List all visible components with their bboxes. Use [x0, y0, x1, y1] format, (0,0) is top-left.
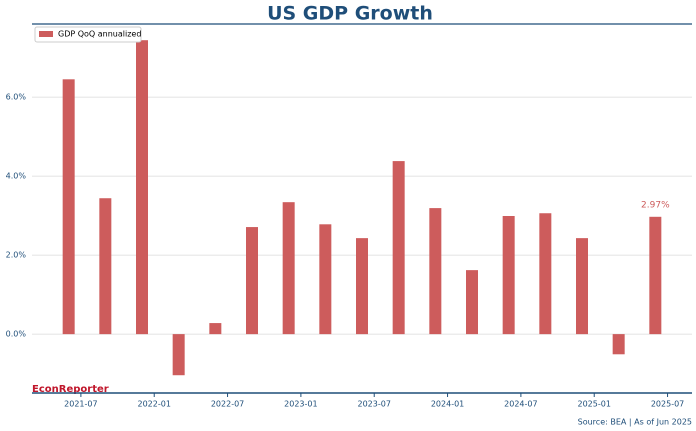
bar: [429, 208, 442, 335]
bar: [282, 202, 295, 335]
bar: [246, 227, 258, 335]
legend-label: GDP QoQ annualized: [58, 30, 141, 39]
brand: EconReporter: [32, 384, 109, 395]
legend-swatch: [39, 31, 53, 37]
bar: [502, 216, 515, 335]
legend-box: [34, 26, 142, 43]
x-tick-label: 2024-07: [504, 400, 537, 409]
bar: [612, 334, 625, 355]
source-note: Source: BEA | As of Jun 2025: [578, 418, 692, 427]
y-tick-label: 4.0%: [6, 172, 27, 181]
value-label: 2.97%: [641, 200, 670, 210]
bar: [392, 161, 405, 335]
bar: [62, 79, 75, 335]
bar: [576, 238, 588, 335]
x-tick-label: 2022-07: [211, 400, 244, 409]
bar: [99, 198, 112, 335]
bar: [209, 323, 222, 335]
y-tick-label: 6.0%: [6, 93, 27, 102]
x-tick-label: 2023-01: [284, 400, 317, 409]
x-tick-label: 2024-01: [431, 400, 464, 409]
bar: [356, 238, 368, 335]
chart-title: US GDP Growth: [267, 3, 433, 25]
x-tick-label: 2023-07: [358, 400, 391, 409]
y-tick-label: 0.0%: [6, 330, 27, 339]
bar: [466, 270, 478, 335]
x-tick-label: 2025-01: [578, 400, 611, 409]
bar: [172, 334, 185, 376]
bar: [649, 216, 662, 335]
bar: [539, 213, 552, 335]
x-tick-label: 2021-07: [64, 400, 97, 409]
bar: [319, 224, 332, 335]
y-tick-label: 2.0%: [6, 251, 27, 260]
x-tick-label: 2022-01: [138, 400, 171, 409]
bar: [136, 40, 148, 335]
x-tick-label: 2025-07: [651, 400, 684, 409]
